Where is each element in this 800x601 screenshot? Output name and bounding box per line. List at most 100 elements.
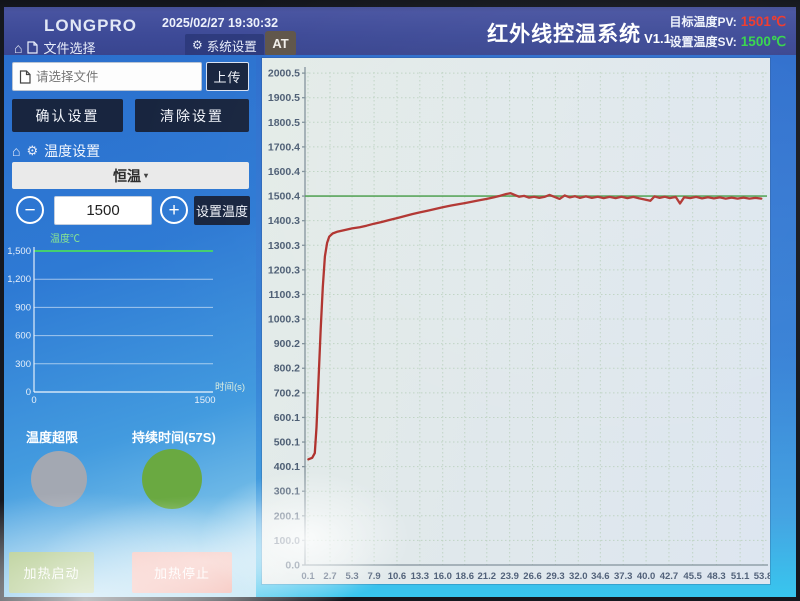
temperature-settings-section: ⌂ ⚙ 温度设置 <box>12 141 100 161</box>
svg-text:1200.3: 1200.3 <box>268 264 300 276</box>
y-tick-label: 1,200 <box>7 274 31 285</box>
svg-text:800.2: 800.2 <box>274 363 300 375</box>
svg-text:900.2: 900.2 <box>274 338 300 350</box>
overlimit-indicator <box>31 451 87 507</box>
clear-settings-button[interactable]: 清除设置 <box>135 99 249 132</box>
grid <box>305 72 767 566</box>
axes <box>302 67 768 566</box>
svg-text:23.9: 23.9 <box>500 571 519 582</box>
mini-chart-xlabel: 时间(s) <box>215 381 245 393</box>
heat-start-button[interactable]: 加热启动 <box>9 552 94 593</box>
svg-text:2000.5: 2000.5 <box>268 68 300 80</box>
svg-text:18.6: 18.6 <box>456 571 475 582</box>
svg-text:1400.3: 1400.3 <box>268 215 300 227</box>
svg-text:29.3: 29.3 <box>546 571 565 582</box>
x-tick-label: 1500 <box>194 395 215 403</box>
pv-value: 1501℃ <box>740 14 786 29</box>
y-tick-label: 1,500 <box>7 246 31 257</box>
duration-label: 持续时间(57S) <box>132 430 216 445</box>
svg-text:100.0: 100.0 <box>274 535 300 547</box>
svg-text:34.6: 34.6 <box>591 571 610 582</box>
svg-text:32.0: 32.0 <box>569 571 588 582</box>
y-tick-label: 600 <box>15 331 31 342</box>
main-temperature-chart: 2000.5 1900.5 1800.5 1700.4 1600.4 1500.4 1400… <box>268 67 772 582</box>
mini-chart-ylabel: 温度℃ <box>50 232 80 245</box>
y-tick-labels: 2000.5 1900.5 1800.5 1700.4 1600.4 1500.4 1400… <box>268 68 300 572</box>
svg-text:0.0: 0.0 <box>285 560 300 572</box>
y-tick-label: 0 <box>26 387 31 398</box>
temperature-settings-label: 温度设置 <box>44 143 101 159</box>
set-temperature-button[interactable]: 设置温度 <box>194 196 250 225</box>
home-icon[interactable]: ⌂ <box>12 143 21 159</box>
svg-text:53.8: 53.8 <box>754 571 770 582</box>
temp-value-input[interactable] <box>54 196 152 225</box>
svg-text:1600.4: 1600.4 <box>268 166 300 178</box>
svg-text:40.0: 40.0 <box>637 571 656 582</box>
svg-text:200.1: 200.1 <box>274 510 300 522</box>
temperature-readouts: 目标温度PV: 1501℃ 设置温度SV: 1500℃ <box>669 12 786 52</box>
pv-row: 目标温度PV: 1501℃ <box>669 12 786 32</box>
svg-text:5.3: 5.3 <box>345 571 358 582</box>
svg-text:13.3: 13.3 <box>411 571 430 582</box>
document-icon <box>19 69 31 84</box>
svg-text:1000.3: 1000.3 <box>268 314 300 326</box>
svg-text:16.0: 16.0 <box>433 571 452 582</box>
mini-temperature-chart: 1,500 1,200 900 600 300 00 1500 温度℃ 时间(s) <box>7 232 245 403</box>
svg-text:300.1: 300.1 <box>274 486 300 498</box>
y-tick-label: 300 <box>15 359 31 370</box>
home-icon: ⌂ <box>14 39 23 56</box>
mode-value: 恒温 <box>112 167 141 184</box>
sidebar: 上传 确认设置 清除设置 ⌂ ⚙ 温度设置 恒温 ▾ − + 设置温度 1,50… <box>4 55 256 597</box>
at-button[interactable]: AT <box>265 31 296 56</box>
temp-increase-button[interactable]: + <box>160 196 188 224</box>
upload-button[interactable]: 上传 <box>206 62 249 91</box>
x-tick-label: 0 <box>31 395 36 403</box>
svg-text:51.1: 51.1 <box>731 571 750 582</box>
svg-text:10.6: 10.6 <box>388 571 407 582</box>
y-tick-label: 900 <box>15 302 31 313</box>
svg-text:400.1: 400.1 <box>274 461 300 473</box>
chevron-down-icon: ▾ <box>143 171 148 180</box>
svg-text:37.3: 37.3 <box>614 571 633 582</box>
app-title: 红外线控温系统 <box>487 23 642 46</box>
file-select-field[interactable] <box>12 62 202 91</box>
svg-text:1900.5: 1900.5 <box>268 92 300 104</box>
temp-decrease-button[interactable]: − <box>16 196 44 224</box>
svg-text:1700.4: 1700.4 <box>268 141 300 153</box>
chart-panel: 2000.5 1900.5 1800.5 1700.4 1600.4 1500.4 1400… <box>262 58 772 584</box>
gear-icon: ⚙ <box>26 143 39 158</box>
svg-text:1300.3: 1300.3 <box>268 240 300 252</box>
sv-row: 设置温度SV: 1500℃ <box>669 32 786 52</box>
svg-text:26.6: 26.6 <box>523 571 542 582</box>
overlimit-label: 温度超限 <box>26 430 79 445</box>
app-logo: LONGPRO <box>44 16 137 35</box>
top-bar: LONGPRO ⌂ 文件选择 2025/02/27 19:30:32 ⚙ 系统设… <box>4 7 796 56</box>
sv-label: 设置温度SV: <box>669 35 737 49</box>
pv-label: 目标温度PV: <box>669 15 737 29</box>
svg-text:42.7: 42.7 <box>660 571 679 582</box>
svg-text:2.7: 2.7 <box>323 571 336 582</box>
temperature-curve <box>307 192 763 461</box>
mode-dropdown[interactable]: 恒温 ▾ <box>12 162 249 189</box>
x-tick-labels: 0.1 2.7 5.3 7.9 10.6 13.3 16.0 18.6 21.2 23.9 26.6… <box>301 571 772 582</box>
main-area: 2000.5 1900.5 1800.5 1700.4 1600.4 1500.4 1400… <box>256 55 796 597</box>
svg-text:45.5: 45.5 <box>683 571 702 582</box>
system-settings-button[interactable]: ⚙ 系统设置 <box>185 34 264 56</box>
timestamp: 2025/02/27 19:30:32 <box>162 16 279 30</box>
file-select-input[interactable] <box>36 69 195 84</box>
svg-text:1800.5: 1800.5 <box>268 117 300 129</box>
svg-text:600.1: 600.1 <box>274 412 300 424</box>
file-icon <box>27 41 39 54</box>
svg-text:1500.4: 1500.4 <box>268 191 300 203</box>
system-settings-label: 系统设置 <box>206 39 257 54</box>
app-version: V1.1 <box>644 31 671 46</box>
svg-text:1100.3: 1100.3 <box>268 289 300 301</box>
svg-text:700.2: 700.2 <box>274 387 300 399</box>
duration-indicator <box>142 449 202 509</box>
confirm-settings-button[interactable]: 确认设置 <box>12 99 123 132</box>
svg-text:0.1: 0.1 <box>301 571 315 582</box>
heat-stop-button[interactable]: 加热停止 <box>132 552 232 593</box>
svg-text:48.3: 48.3 <box>707 571 726 582</box>
svg-text:21.2: 21.2 <box>478 571 497 582</box>
